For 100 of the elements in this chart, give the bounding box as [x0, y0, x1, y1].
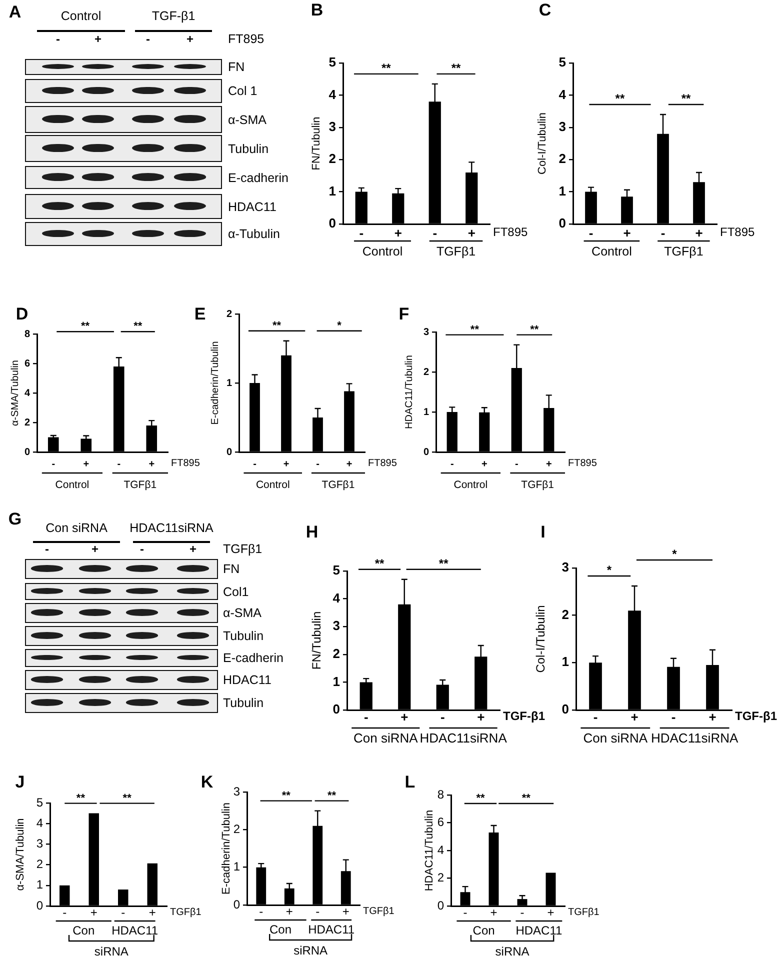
y-axis-title: α-SMA/Tubulin: [14, 818, 27, 891]
y-tick-label: 1: [423, 406, 430, 418]
y-tick-label: 5: [328, 54, 336, 70]
text: Con siRNA: [583, 730, 648, 746]
text: HDAC11siRNA: [130, 520, 214, 535]
category-label: α-SMA: [228, 112, 266, 126]
y-tick-label: 2: [437, 870, 444, 885]
category-label: -: [146, 32, 150, 46]
y-axis-title: HDAC11/Tubulin: [404, 355, 415, 429]
text: TGFβ1: [124, 478, 157, 491]
text: Control: [60, 8, 102, 23]
x-tick-label: -: [671, 709, 676, 724]
category-label: E-cadherin: [228, 170, 288, 184]
x-axis-title: FT895: [720, 224, 756, 239]
chart-title: B: [310, 0, 324, 20]
x-tick-label: -: [514, 458, 518, 470]
annotation: **: [530, 324, 540, 336]
text: **: [374, 556, 385, 570]
x-tick-label: +: [394, 225, 402, 240]
x-tick-label: +: [286, 904, 293, 919]
y-tick-label: 4: [24, 388, 30, 399]
text: HDAC11siRNA: [650, 730, 738, 746]
y-tick-label: 0: [562, 702, 569, 717]
y-tick-label: 4: [36, 816, 44, 830]
x-tick-label: -: [364, 709, 368, 724]
y-tick-label: 3: [36, 836, 44, 851]
annotation: **: [476, 792, 486, 805]
category-label: FN: [228, 60, 245, 74]
category-label: HDAC11: [223, 672, 272, 687]
y-tick-label: 4: [332, 590, 341, 606]
text: TGFβ1: [436, 244, 476, 258]
x-tick-label: -: [253, 458, 256, 470]
x-tick-label: +: [490, 906, 498, 920]
category-label: HDAC11: [228, 199, 276, 214]
text: TGF-β1: [152, 8, 196, 23]
chart-title: K: [200, 772, 214, 792]
text: Con: [472, 923, 495, 938]
text: TGFβ1: [223, 542, 262, 556]
x-tick-label: +: [481, 458, 488, 470]
x-tick-label: -: [117, 458, 121, 470]
annotation: *: [606, 562, 612, 577]
text: Control: [55, 478, 90, 491]
text: **: [438, 556, 449, 570]
text: G: [8, 510, 22, 528]
y-tick-label: 1: [233, 860, 240, 874]
category-label: α-Tubulin: [228, 226, 280, 241]
x-tick-label: -: [316, 904, 320, 919]
y-tick-label: 3: [562, 560, 569, 575]
x-axis-title: FT895: [493, 224, 528, 239]
y-tick-label: 3: [328, 118, 336, 134]
category-label: -: [140, 542, 144, 556]
chart-title: D: [16, 304, 28, 324]
annotation: **: [382, 60, 392, 75]
y-tick-label: 2: [332, 646, 340, 661]
y-tick-label: 0: [24, 446, 30, 458]
y-tick-label: 0: [332, 702, 340, 717]
y-tick-label: 2: [423, 366, 430, 378]
text: **: [134, 320, 143, 333]
category-label: +: [94, 32, 102, 46]
x-tick-label: -: [359, 225, 364, 240]
x-axis-title: TGFβ1: [568, 906, 600, 918]
x-tick-label: +: [623, 225, 632, 240]
x-tick-label: +: [547, 906, 554, 920]
category-label: +: [91, 542, 99, 556]
x-tick-label: -: [121, 906, 126, 920]
category-label: Tubulin: [223, 696, 264, 710]
text: Con: [269, 922, 292, 936]
y-tick-label: 0: [423, 446, 430, 458]
y-tick-label: 0: [226, 446, 232, 458]
text: Con siRNA: [46, 520, 108, 535]
x-tick-label: -: [432, 225, 438, 240]
x-tick-label: -: [316, 458, 320, 470]
y-tick-label: 8: [437, 787, 444, 802]
y-tick-label: 1: [558, 183, 566, 198]
annotation: **: [76, 792, 86, 804]
y-tick-label: 0: [437, 898, 444, 912]
x-axis-title: FT895: [171, 458, 200, 469]
y-tick-label: 1: [36, 878, 44, 892]
text: siRNA: [294, 943, 328, 958]
x-tick-label: +: [630, 709, 639, 724]
chart-title: E: [194, 304, 206, 324]
y-axis-title: Col-I/Tubulin: [536, 112, 549, 174]
x-tick-label: +: [546, 458, 552, 470]
y-tick-label: 2: [36, 857, 44, 872]
y-axis-title: Col-I/Tubulin: [534, 605, 548, 673]
category-label: E-cadherin: [223, 650, 284, 665]
y-tick-label: 6: [24, 358, 30, 370]
y-axis-title: E-cadherin/Tubulin: [220, 802, 233, 894]
text: Con siRNA: [353, 730, 418, 746]
x-tick-label: +: [400, 709, 409, 724]
text: TGFβ1: [521, 478, 554, 491]
annotation: **: [122, 792, 132, 804]
x-tick-label: +: [477, 709, 486, 724]
annotation: **: [282, 790, 292, 802]
y-axis-title: FN/Tubulin: [310, 116, 323, 170]
text: Control: [454, 478, 488, 491]
text: HDAC11: [112, 923, 158, 938]
category-label: Col 1: [228, 84, 258, 98]
y-tick-label: 0: [558, 216, 566, 231]
annotation: **: [327, 790, 337, 802]
